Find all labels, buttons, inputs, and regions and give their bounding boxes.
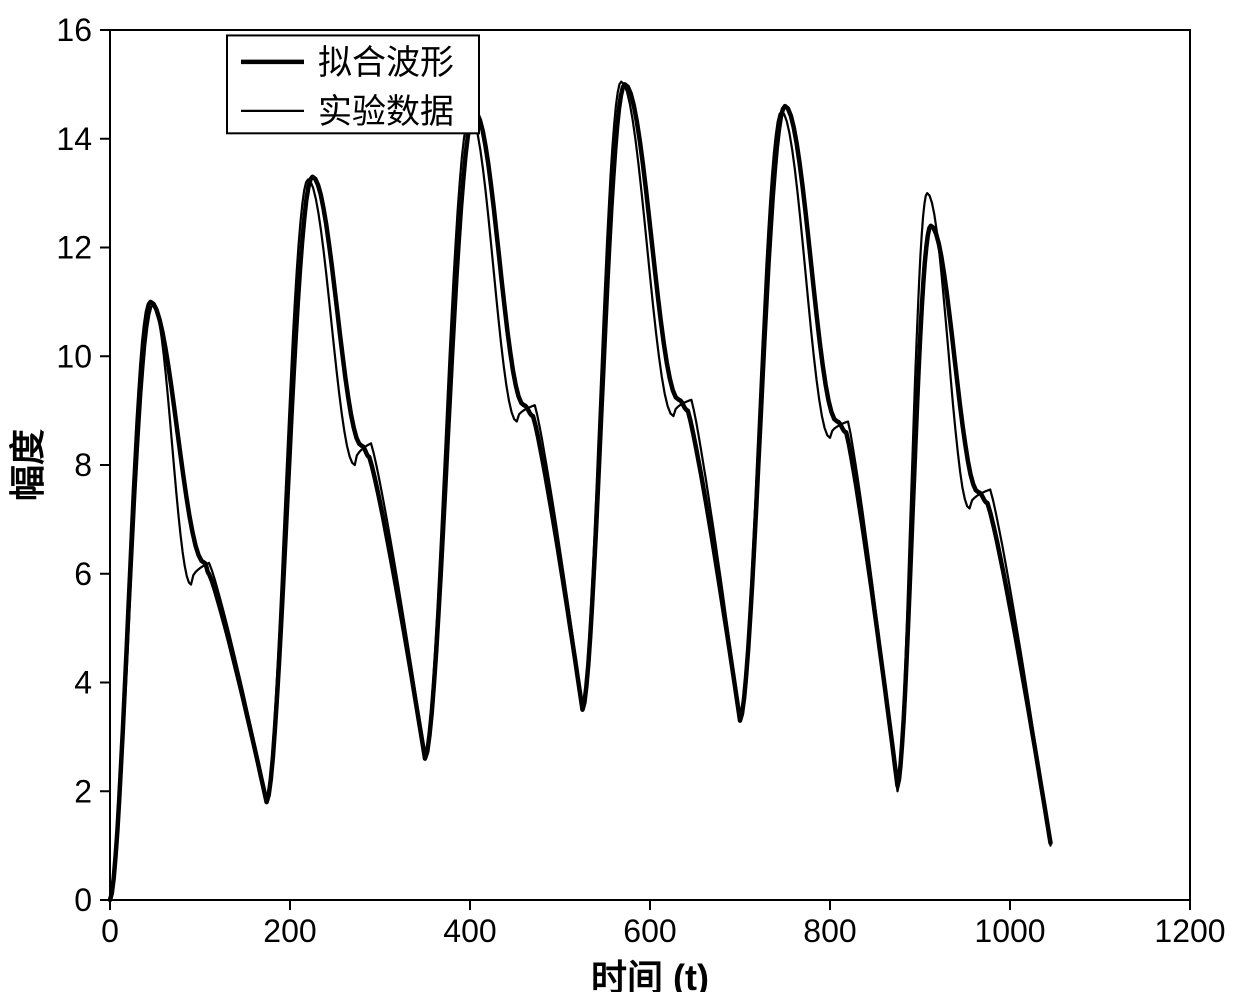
- waveform-chart: 0 200 400 600 800 1000 1200 0 2 4 6 8 10 12 14 16 时间 (t)…: [0, 0, 1240, 992]
- y-tick-label: 6: [74, 556, 92, 592]
- legend-label-0: 拟合波形: [318, 44, 454, 82]
- y-tick-label: 2: [74, 773, 92, 809]
- chart-svg: 0 200 400 600 800 1000 1200 0 2 4 6 8 10 12 14 16 时间 (t)…: [0, 0, 1240, 992]
- y-tick-label: 12: [56, 230, 92, 266]
- y-tick-label: 14: [56, 121, 92, 157]
- legend-label-1: 实验数据: [318, 93, 454, 131]
- y-tick-label: 10: [56, 338, 92, 374]
- x-tick-label: 1200: [1154, 913, 1225, 949]
- y-tick-label: 8: [74, 447, 92, 483]
- x-tick-label: 800: [803, 913, 856, 949]
- x-axis-label: 时间 (t): [591, 957, 709, 992]
- series-experiment: [110, 82, 1051, 900]
- x-tick-label: 0: [101, 913, 119, 949]
- x-tick-label: 400: [443, 913, 496, 949]
- x-tick-label: 1000: [974, 913, 1045, 949]
- series-fitted: [110, 84, 1051, 900]
- y-tick-label: 16: [56, 12, 92, 48]
- y-tick-label: 0: [74, 882, 92, 918]
- y-tick-label: 4: [74, 665, 92, 701]
- y-axis-label: 幅度: [7, 429, 48, 501]
- x-tick-label: 600: [623, 913, 676, 949]
- x-tick-label: 200: [263, 913, 316, 949]
